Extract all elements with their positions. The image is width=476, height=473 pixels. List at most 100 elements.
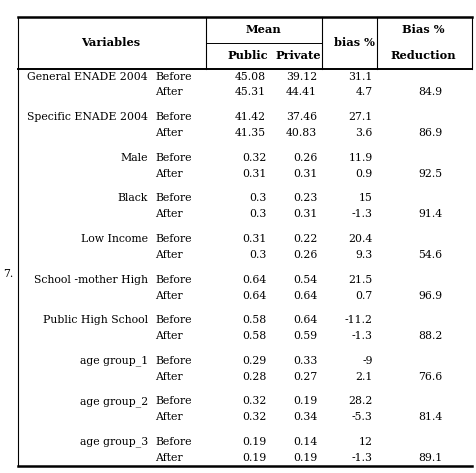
Text: 0.58: 0.58 [241, 331, 266, 341]
Text: Before: Before [155, 356, 191, 366]
Text: 41.35: 41.35 [235, 128, 266, 138]
Text: 84.9: 84.9 [417, 88, 441, 97]
Text: 20.4: 20.4 [348, 234, 372, 244]
Text: -11.2: -11.2 [344, 315, 372, 325]
Text: 27.1: 27.1 [348, 112, 372, 122]
Text: 0.23: 0.23 [292, 193, 317, 203]
Text: 39.12: 39.12 [285, 71, 317, 81]
Text: 0.31: 0.31 [241, 234, 266, 244]
Text: Before: Before [155, 193, 191, 203]
Text: Public: Public [227, 50, 268, 61]
Text: General ENADE 2004: General ENADE 2004 [27, 71, 148, 81]
Text: 0.64: 0.64 [292, 290, 317, 300]
Text: 3.6: 3.6 [355, 128, 372, 138]
Text: -9: -9 [361, 356, 372, 366]
Text: After: After [155, 250, 182, 260]
Text: 0.19: 0.19 [241, 437, 266, 447]
Text: age group_2: age group_2 [79, 396, 148, 407]
Text: After: After [155, 128, 182, 138]
Text: 0.3: 0.3 [248, 250, 266, 260]
Text: Specific ENADE 2004: Specific ENADE 2004 [27, 112, 148, 122]
Text: 0.22: 0.22 [292, 234, 317, 244]
Text: Before: Before [155, 153, 191, 163]
Text: -5.3: -5.3 [351, 412, 372, 422]
Text: 91.4: 91.4 [417, 209, 441, 219]
Text: 81.4: 81.4 [417, 412, 441, 422]
Text: 0.19: 0.19 [292, 453, 317, 463]
Text: 45.31: 45.31 [235, 88, 266, 97]
Text: Private: Private [275, 50, 321, 61]
Text: 0.26: 0.26 [292, 250, 317, 260]
Text: Before: Before [155, 234, 191, 244]
Text: 28.2: 28.2 [347, 396, 372, 406]
Text: 54.6: 54.6 [417, 250, 441, 260]
Text: Before: Before [155, 396, 191, 406]
Text: 0.31: 0.31 [292, 209, 317, 219]
Text: After: After [155, 331, 182, 341]
Text: 0.64: 0.64 [241, 290, 266, 300]
Text: After: After [155, 88, 182, 97]
Text: Male: Male [120, 153, 148, 163]
Text: After: After [155, 169, 182, 179]
Text: 0.31: 0.31 [292, 169, 317, 179]
Text: School -mother High: School -mother High [34, 275, 148, 285]
Text: 41.42: 41.42 [235, 112, 266, 122]
Text: 88.2: 88.2 [417, 331, 441, 341]
Text: Mean: Mean [246, 24, 281, 35]
Text: -1.3: -1.3 [351, 209, 372, 219]
Text: 0.19: 0.19 [292, 396, 317, 406]
Text: 0.58: 0.58 [241, 315, 266, 325]
Text: 0.7: 0.7 [355, 290, 372, 300]
Text: 21.5: 21.5 [348, 275, 372, 285]
Text: 0.3: 0.3 [248, 209, 266, 219]
Text: 4.7: 4.7 [355, 88, 372, 97]
Text: 0.29: 0.29 [241, 356, 266, 366]
Text: bias %: bias % [333, 37, 374, 48]
Text: 44.41: 44.41 [286, 88, 317, 97]
Text: 45.08: 45.08 [235, 71, 266, 81]
Text: Reduction: Reduction [390, 50, 456, 61]
Text: 2.1: 2.1 [355, 372, 372, 382]
Text: 0.3: 0.3 [248, 193, 266, 203]
Text: 0.34: 0.34 [292, 412, 317, 422]
Text: 15: 15 [358, 193, 372, 203]
Text: 76.6: 76.6 [417, 372, 441, 382]
Text: 0.32: 0.32 [241, 396, 266, 406]
Text: 0.54: 0.54 [292, 275, 317, 285]
Text: 0.32: 0.32 [241, 412, 266, 422]
Text: Before: Before [155, 315, 191, 325]
Text: Bias %: Bias % [402, 24, 444, 35]
Text: 0.33: 0.33 [292, 356, 317, 366]
Text: -1.3: -1.3 [351, 453, 372, 463]
Text: After: After [155, 372, 182, 382]
Text: 0.26: 0.26 [292, 153, 317, 163]
Text: 37.46: 37.46 [286, 112, 317, 122]
Text: After: After [155, 453, 182, 463]
Text: age group_3: age group_3 [79, 437, 148, 447]
Text: After: After [155, 209, 182, 219]
Text: -1.3: -1.3 [351, 331, 372, 341]
Text: Before: Before [155, 437, 191, 447]
Text: Variables: Variables [81, 37, 140, 48]
Text: 0.19: 0.19 [241, 453, 266, 463]
Text: age group_1: age group_1 [79, 355, 148, 366]
Text: 0.32: 0.32 [241, 153, 266, 163]
Text: 96.9: 96.9 [417, 290, 441, 300]
Text: 7.: 7. [3, 269, 14, 280]
Text: 0.59: 0.59 [292, 331, 317, 341]
Text: 0.27: 0.27 [292, 372, 317, 382]
Text: Low Income: Low Income [81, 234, 148, 244]
Text: 0.28: 0.28 [241, 372, 266, 382]
Text: 0.64: 0.64 [241, 275, 266, 285]
Text: Before: Before [155, 112, 191, 122]
Text: 40.83: 40.83 [285, 128, 317, 138]
Text: Before: Before [155, 71, 191, 81]
Text: After: After [155, 290, 182, 300]
Text: 0.9: 0.9 [355, 169, 372, 179]
Text: Public High School: Public High School [43, 315, 148, 325]
Text: Before: Before [155, 275, 191, 285]
Text: 0.31: 0.31 [241, 169, 266, 179]
Text: 31.1: 31.1 [347, 71, 372, 81]
Text: After: After [155, 412, 182, 422]
Text: 12: 12 [358, 437, 372, 447]
